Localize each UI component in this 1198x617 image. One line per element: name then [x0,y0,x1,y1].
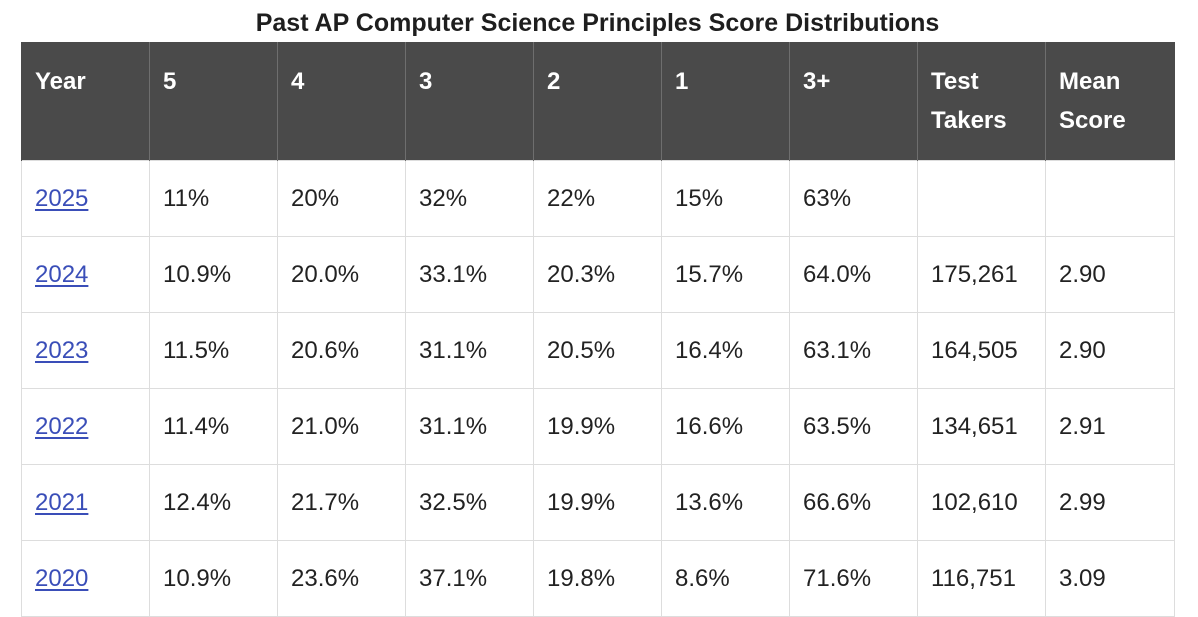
cell-score-1: 16.4% [661,312,790,389]
cell-score-3: 31.1% [405,388,534,465]
score-distribution-table: Year 5 4 3 2 1 3+ Test Takers Mean Score 2… [21,42,1175,617]
cell-score-3-plus: 66.6% [789,464,918,541]
cell-score-5: 12.4% [149,464,278,541]
cell-score-3-plus: 63% [789,160,918,237]
table-caption: Past AP Computer Science Principles Scor… [255,9,940,37]
table-row: 2025 11% 20% 32% 22% 15% 63% [21,160,1175,237]
cell-score-1: 8.6% [661,540,790,617]
cell-score-1: 15% [661,160,790,237]
cell-score-3: 32% [405,160,534,237]
cell-mean-score: 2.90 [1045,312,1175,389]
year-link-2020[interactable]: 2020 [35,564,89,592]
cell-test-takers: 116,751 [917,540,1046,617]
year-link-2023[interactable]: 2023 [35,336,89,364]
header-score-4: 4 [277,42,406,161]
cell-mean-score: 2.91 [1045,388,1175,465]
cell-score-1: 16.6% [661,388,790,465]
year-link-2021[interactable]: 2021 [35,488,89,516]
cell-score-1: 15.7% [661,236,790,313]
year-link-2022[interactable]: 2022 [35,412,89,440]
cell-score-2: 20.3% [533,236,662,313]
cell-mean-score: 2.90 [1045,236,1175,313]
table-row: 2023 11.5% 20.6% 31.1% 20.5% 16.4% 63.1%… [21,312,1175,389]
cell-test-takers: 175,261 [917,236,1046,313]
header-score-5: 5 [149,42,278,161]
cell-score-4: 20.0% [277,236,406,313]
cell-score-5: 10.9% [149,540,278,617]
cell-score-3-plus: 63.5% [789,388,918,465]
header-score-3-plus: 3+ [789,42,918,161]
table-row: 2022 11.4% 21.0% 31.1% 19.9% 16.6% 63.5%… [21,388,1175,465]
cell-year: 2020 [21,540,150,617]
cell-score-4: 20.6% [277,312,406,389]
cell-score-3: 32.5% [405,464,534,541]
cell-score-3-plus: 64.0% [789,236,918,313]
cell-score-5: 11.5% [149,312,278,389]
table-row: 2024 10.9% 20.0% 33.1% 20.3% 15.7% 64.0%… [21,236,1175,313]
header-year: Year [21,42,150,161]
cell-score-3: 37.1% [405,540,534,617]
header-mean-score-line2: Score [1059,107,1126,134]
cell-score-5: 11.4% [149,388,278,465]
cell-score-3-plus: 71.6% [789,540,918,617]
cell-score-4: 20% [277,160,406,237]
cell-test-takers: 164,505 [917,312,1046,389]
header-mean-score-line1: Mean [1059,68,1121,95]
cell-score-3: 33.1% [405,236,534,313]
cell-score-2: 19.9% [533,464,662,541]
cell-test-takers [917,160,1046,237]
header-score-1: 1 [661,42,790,161]
cell-score-2: 20.5% [533,312,662,389]
cell-score-3: 31.1% [405,312,534,389]
header-score-3: 3 [405,42,534,161]
header-test-takers: Test Takers [917,42,1046,161]
cell-year: 2023 [21,312,150,389]
table-header-row: Year 5 4 3 2 1 3+ Test Takers Mean Score [21,42,1175,161]
cell-score-5: 10.9% [149,236,278,313]
year-link-2025[interactable]: 2025 [35,184,89,212]
cell-score-2: 19.9% [533,388,662,465]
cell-score-5: 11% [149,160,278,237]
table-row: 2020 10.9% 23.6% 37.1% 19.8% 8.6% 71.6% … [21,540,1175,617]
cell-test-takers: 102,610 [917,464,1046,541]
table-row: 2021 12.4% 21.7% 32.5% 19.9% 13.6% 66.6%… [21,464,1175,541]
cell-score-4: 21.7% [277,464,406,541]
header-mean-score: Mean Score [1045,42,1175,161]
cell-year: 2021 [21,464,150,541]
cell-score-4: 23.6% [277,540,406,617]
header-test-takers-line1: Test [931,68,979,95]
header-test-takers-line2: Takers [931,107,1007,134]
cell-score-4: 21.0% [277,388,406,465]
cell-test-takers: 134,651 [917,388,1046,465]
cell-year: 2022 [21,388,150,465]
cell-score-1: 13.6% [661,464,790,541]
cell-mean-score: 2.99 [1045,464,1175,541]
cell-year: 2024 [21,236,150,313]
cell-score-2: 19.8% [533,540,662,617]
cell-mean-score: 3.09 [1045,540,1175,617]
header-score-2: 2 [533,42,662,161]
cell-score-2: 22% [533,160,662,237]
cell-mean-score [1045,160,1175,237]
cell-score-3-plus: 63.1% [789,312,918,389]
cell-year: 2025 [21,160,150,237]
year-link-2024[interactable]: 2024 [35,260,89,288]
